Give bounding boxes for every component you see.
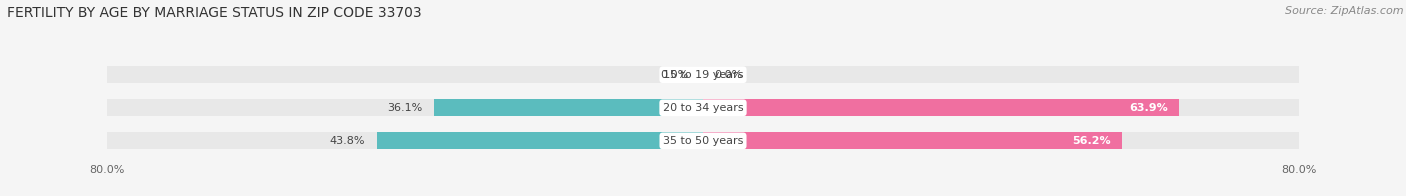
Text: 43.8%: 43.8% [330,136,366,146]
Text: 36.1%: 36.1% [388,103,423,113]
Text: 15 to 19 years: 15 to 19 years [662,70,744,80]
Text: 56.2%: 56.2% [1073,136,1111,146]
Bar [107,99,1299,116]
Bar [434,99,703,116]
Text: 63.9%: 63.9% [1129,103,1168,113]
Text: FERTILITY BY AGE BY MARRIAGE STATUS IN ZIP CODE 33703: FERTILITY BY AGE BY MARRIAGE STATUS IN Z… [7,6,422,20]
Text: 0.0%: 0.0% [659,70,688,80]
Text: 0.0%: 0.0% [714,70,742,80]
Bar [377,132,703,150]
Bar [703,132,1122,150]
Text: 20 to 34 years: 20 to 34 years [662,103,744,113]
Text: 35 to 50 years: 35 to 50 years [662,136,744,146]
Bar [107,132,1299,150]
Bar [107,66,1299,83]
Text: Source: ZipAtlas.com: Source: ZipAtlas.com [1285,6,1403,16]
Bar [703,99,1180,116]
